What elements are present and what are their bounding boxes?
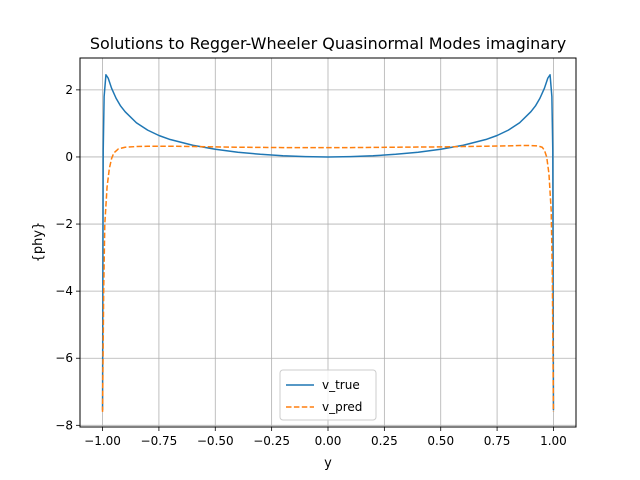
x-tick-label: −0.50 bbox=[197, 434, 234, 448]
x-tick-label: 0.00 bbox=[315, 434, 342, 448]
x-tick-label: −1.00 bbox=[84, 434, 121, 448]
legend-label-v-true: v_true bbox=[322, 378, 360, 392]
x-tick-label: −0.25 bbox=[253, 434, 290, 448]
x-axis-label: y bbox=[324, 456, 332, 471]
x-tick-label: 1.00 bbox=[540, 434, 567, 448]
x-tick-label: 0.75 bbox=[484, 434, 511, 448]
legend: v_true v_pred bbox=[279, 369, 377, 421]
y-tick-label: −6 bbox=[55, 351, 73, 365]
chart-title: Solutions to Regger-Wheeler Quasinormal … bbox=[90, 34, 566, 53]
y-tick-label: 0 bbox=[65, 150, 73, 164]
x-tick-label: 0.25 bbox=[371, 434, 398, 448]
x-tick-label: 0.50 bbox=[427, 434, 454, 448]
x-axis: −1.00 −0.75 −0.50 −0.25 0.00 0.25 0.50 0.75 1.00 bbox=[84, 427, 567, 448]
y-tick-label: −2 bbox=[55, 217, 73, 231]
y-axis-label: {phy} bbox=[31, 222, 46, 263]
legend-label-v-pred: v_pred bbox=[322, 400, 362, 414]
y-tick-label: −4 bbox=[55, 284, 73, 298]
series-line-v-true bbox=[101, 74, 555, 411]
series-line-v-pred bbox=[101, 144, 555, 412]
x-tick-label: −0.75 bbox=[141, 434, 178, 448]
y-tick-label: −8 bbox=[55, 418, 73, 432]
series-layer bbox=[101, 74, 555, 412]
y-axis: 2 0 −2 −4 −6 −8 bbox=[55, 83, 80, 432]
y-tick-label: 2 bbox=[65, 83, 73, 97]
